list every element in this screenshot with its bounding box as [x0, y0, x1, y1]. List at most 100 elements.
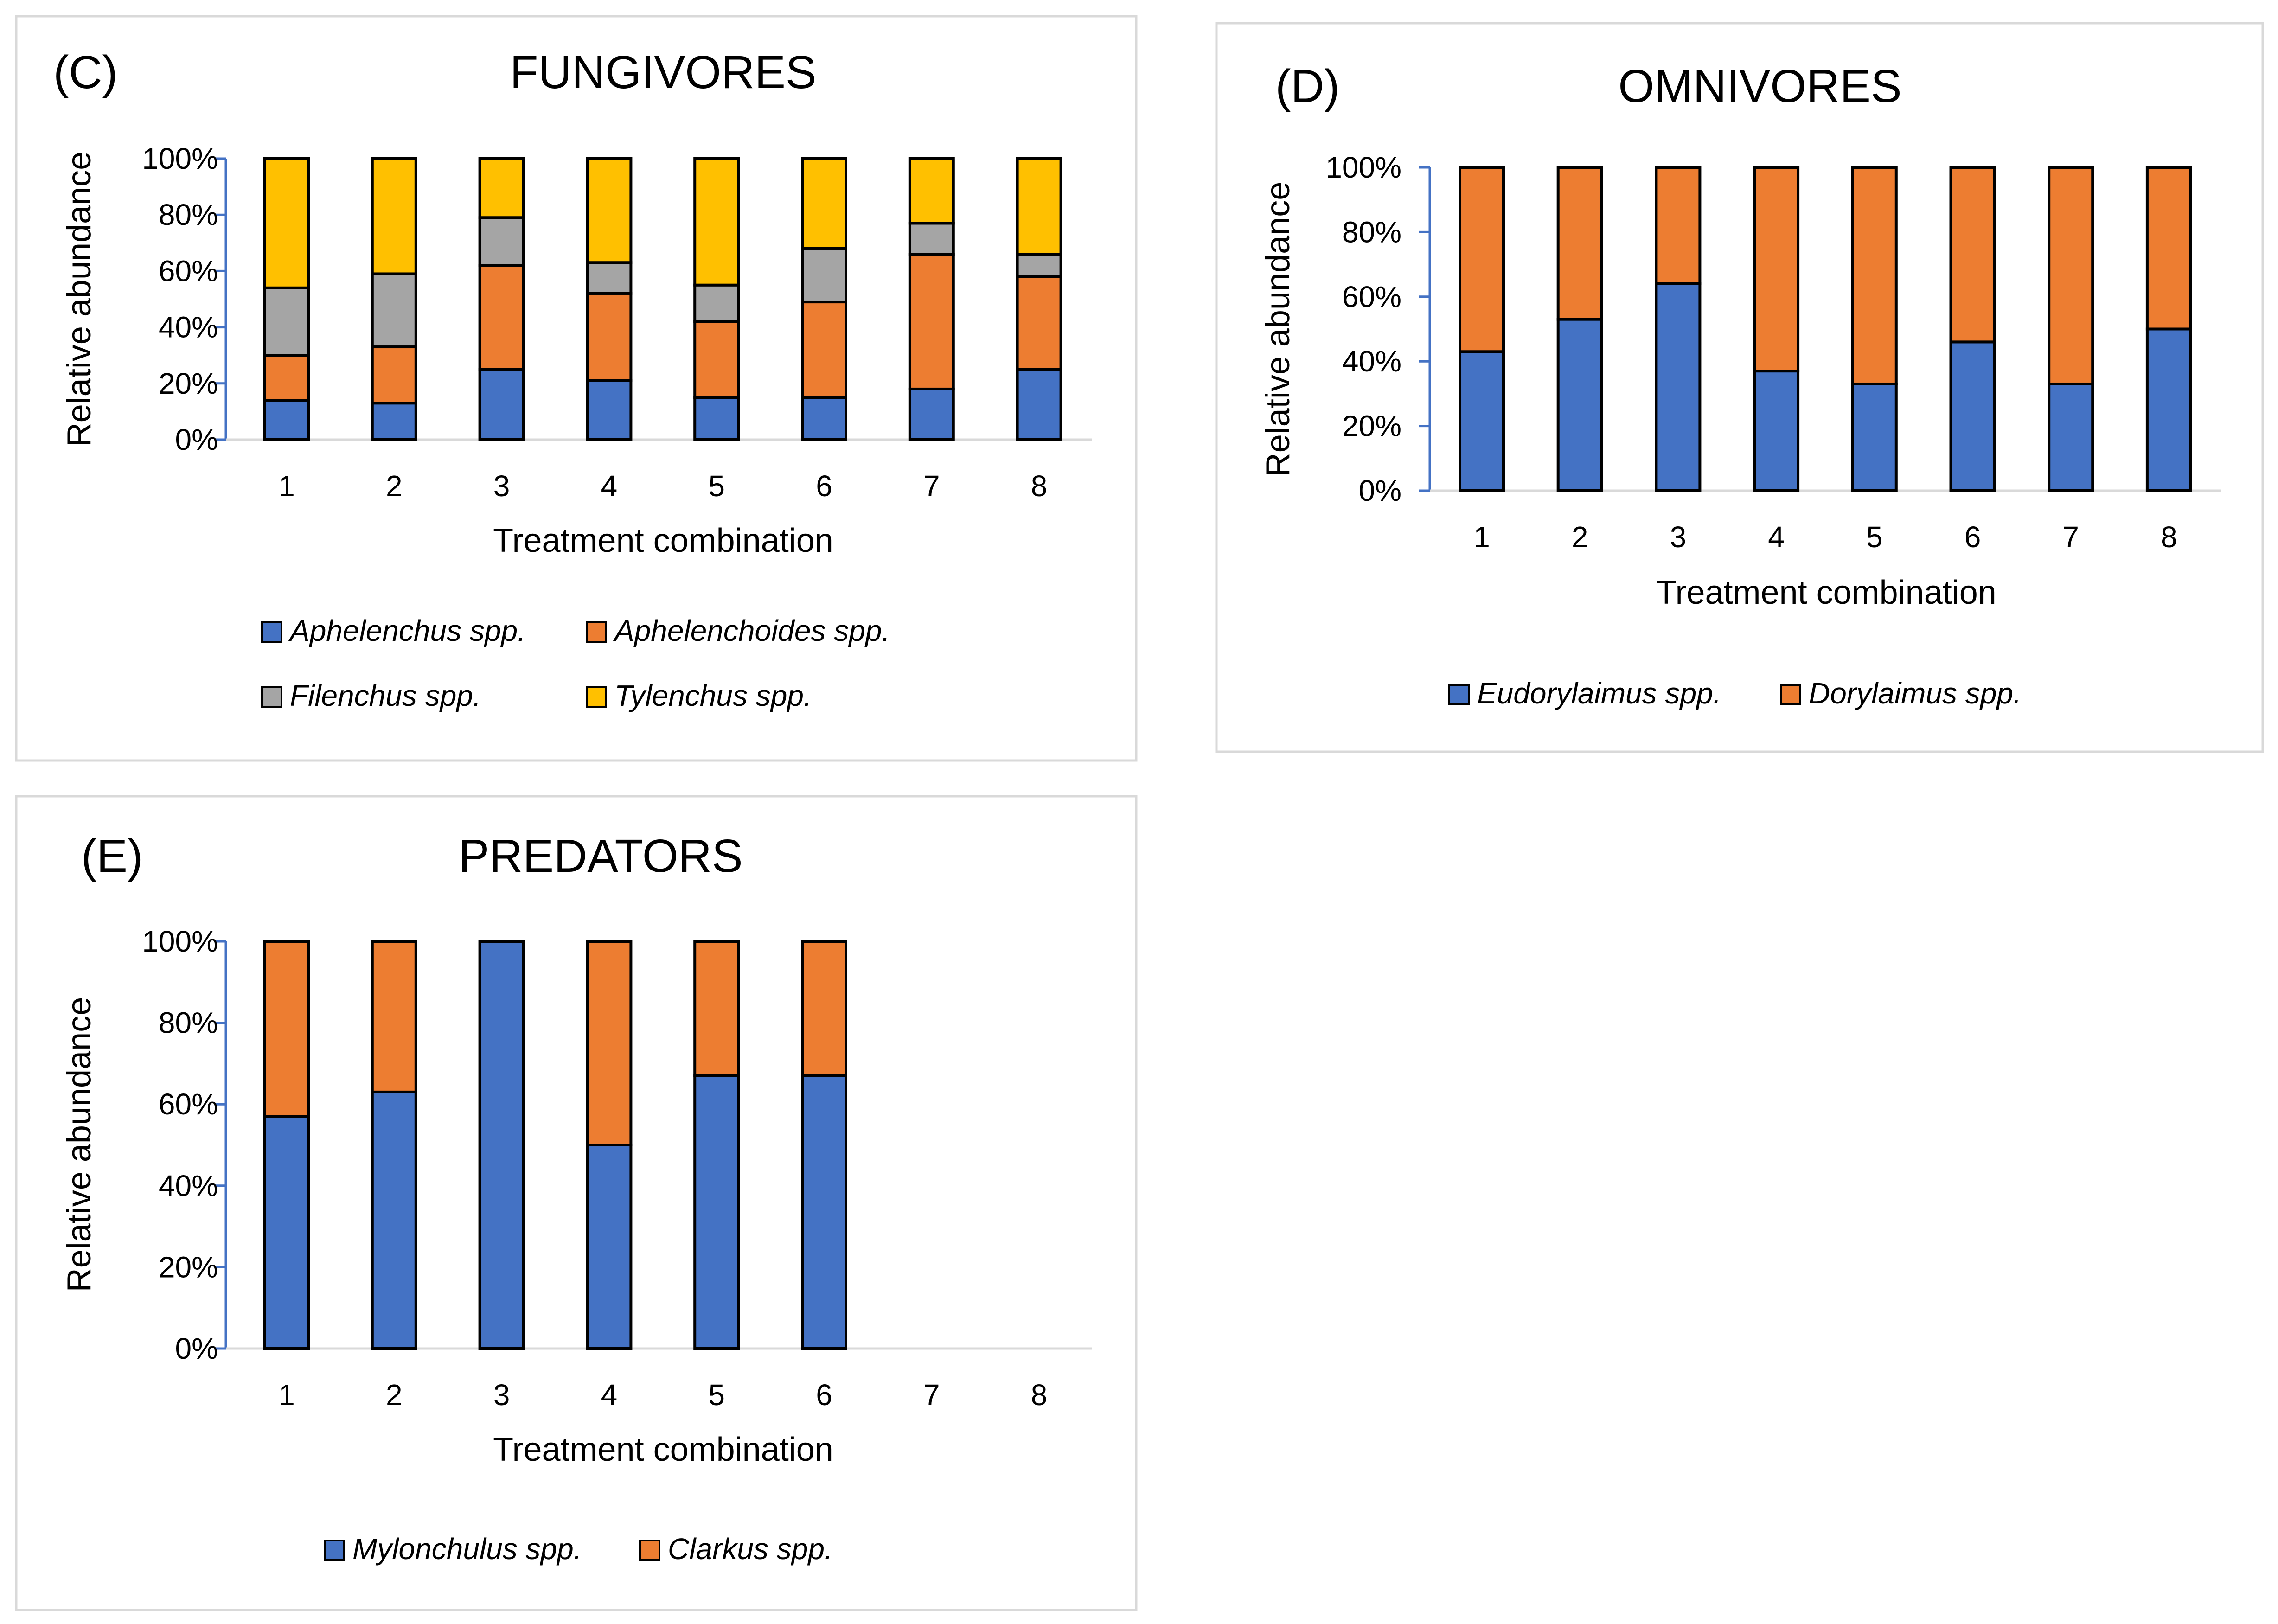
- x-tick-label: 4: [601, 1378, 618, 1412]
- bar-segment: [1016, 368, 1062, 441]
- bar-segment: [801, 301, 847, 399]
- legend-swatch: [639, 1540, 660, 1561]
- chart-panel-omnivores: (D) OMNIVORES 0% 20% 40% 60% 80% 100% 1 2 3 4 5 6 7 8 Tr…: [1215, 22, 2264, 753]
- bar-segment: [693, 396, 740, 441]
- chart-title: PREDATORS: [458, 830, 742, 882]
- y-tick-label: 0%: [175, 1332, 218, 1365]
- y-tick-label: 20%: [1342, 409, 1401, 443]
- x-tick-label: 3: [493, 1378, 510, 1412]
- bar-segment: [801, 247, 847, 304]
- x-tick-label: 3: [493, 469, 510, 503]
- legend-swatch: [1780, 684, 1801, 705]
- legend-swatch: [586, 621, 607, 643]
- legend-label: Aphelenchus spp.: [288, 614, 526, 647]
- y-tick-label: 20%: [159, 367, 218, 400]
- x-tick-label: 5: [1866, 520, 1883, 554]
- bar-segment: [263, 354, 310, 402]
- panel-letter: (C): [53, 46, 118, 98]
- bar-segment: [1753, 166, 1800, 373]
- x-tick-label: 7: [923, 1378, 940, 1412]
- bar-segment: [478, 368, 525, 441]
- bar-segment: [908, 222, 955, 256]
- x-tick-label: 1: [278, 1378, 295, 1412]
- bar-segment: [371, 940, 417, 1093]
- bar-segment: [371, 345, 417, 405]
- legend-label: Mylonchulus spp.: [352, 1532, 582, 1566]
- y-tick-label: 20%: [159, 1250, 218, 1284]
- bar-segment: [263, 399, 310, 441]
- bar-segment: [908, 253, 955, 390]
- x-tick-label: 8: [1031, 469, 1048, 503]
- bar-segment: [371, 402, 417, 441]
- bar-segment: [1459, 166, 1505, 353]
- legend-label: Aphelenchoides spp.: [613, 614, 890, 647]
- bar-segment: [2145, 327, 2192, 492]
- panel-letter: (E): [81, 830, 143, 882]
- y-tick-label: 60%: [159, 254, 218, 288]
- bar-segment: [263, 286, 310, 357]
- bar-segment: [586, 940, 633, 1146]
- legend-swatch: [261, 621, 282, 643]
- bar-segment: [371, 157, 417, 275]
- bar-segment: [1016, 275, 1062, 371]
- bar-segment: [586, 1144, 633, 1350]
- y-tick-label: 100%: [142, 142, 218, 175]
- x-tick-label: 4: [601, 469, 618, 503]
- y-axis-title: Relative abundance: [61, 997, 98, 1292]
- bar-segment: [693, 157, 740, 287]
- y-tick-label: 100%: [1325, 151, 1401, 184]
- bar-segment: [371, 1090, 417, 1350]
- x-tick-label: 4: [1768, 520, 1785, 554]
- bar-segment: [371, 272, 417, 349]
- y-tick-label: 60%: [1342, 280, 1401, 313]
- bar-segment: [693, 320, 740, 399]
- legend-swatch: [1448, 684, 1470, 705]
- bar-segment: [1949, 166, 1996, 344]
- bar-segment: [801, 157, 847, 250]
- bar-segment: [478, 940, 525, 1350]
- y-tick-label: 40%: [159, 311, 218, 344]
- panel-border: [1215, 22, 2264, 753]
- x-tick-label: 8: [1031, 1378, 1048, 1412]
- bar-segment: [2048, 166, 2094, 385]
- bar-segment: [1459, 350, 1505, 492]
- y-axis-title: Relative abundance: [1260, 182, 1297, 477]
- y-tick-label: 0%: [175, 423, 218, 456]
- y-tick-label: 60%: [159, 1087, 218, 1121]
- bar-segment: [1655, 282, 1702, 492]
- x-tick-label: 6: [816, 1378, 832, 1412]
- bar-segment: [1949, 340, 1996, 492]
- y-tick-label: 80%: [1342, 215, 1401, 249]
- bar-segment: [693, 1074, 740, 1350]
- bar-segment: [1016, 253, 1062, 278]
- y-tick-label: 0%: [1359, 474, 1402, 507]
- bar-segment: [801, 396, 847, 441]
- bar-segment: [586, 292, 633, 382]
- chart-title: OMNIVORES: [1618, 60, 1901, 112]
- bar-segment: [693, 283, 740, 323]
- legend-label: Eudorylaimus spp.: [1477, 677, 1721, 710]
- y-axis-title: Relative abundance: [61, 152, 98, 447]
- x-tick-label: 8: [2161, 520, 2177, 554]
- bar-segment: [263, 1115, 310, 1350]
- bar-segment: [908, 157, 955, 225]
- x-axis-title: Treatment combination: [493, 1431, 833, 1468]
- bar-segment: [1655, 166, 1702, 285]
- panel-letter: (D): [1275, 60, 1340, 112]
- x-tick-label: 7: [2062, 520, 2079, 554]
- x-axis-title: Treatment combination: [493, 522, 833, 559]
- x-tick-label: 1: [278, 469, 295, 503]
- x-tick-label: 3: [1670, 520, 1687, 554]
- x-tick-label: 2: [386, 1378, 403, 1412]
- y-tick-label: 80%: [159, 198, 218, 231]
- bar-segment: [478, 157, 525, 219]
- legend-label: Filenchus spp.: [290, 679, 481, 712]
- y-tick-label: 100%: [142, 925, 218, 958]
- bar-segment: [693, 940, 740, 1077]
- bar-segment: [586, 379, 633, 441]
- x-tick-label: 6: [1964, 520, 1981, 554]
- panel-border: [15, 795, 1138, 1611]
- y-tick-label: 40%: [159, 1169, 218, 1202]
- legend-label: Clarkus spp.: [668, 1532, 833, 1566]
